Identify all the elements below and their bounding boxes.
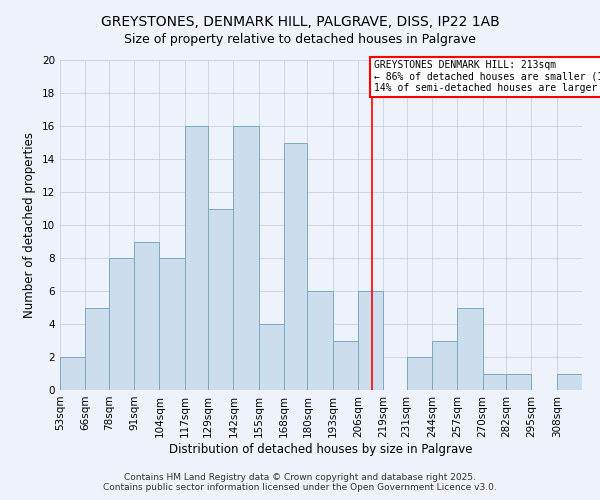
Bar xyxy=(358,291,383,390)
Bar xyxy=(557,374,582,390)
Bar xyxy=(506,374,532,390)
Text: GREYSTONES DENMARK HILL: 213sqm
← 86% of detached houses are smaller (105)
14% o: GREYSTONES DENMARK HILL: 213sqm ← 86% of… xyxy=(374,60,600,93)
Text: Contains HM Land Registry data © Crown copyright and database right 2025.
Contai: Contains HM Land Registry data © Crown c… xyxy=(103,473,497,492)
Bar xyxy=(407,357,432,390)
Bar xyxy=(60,357,85,390)
Bar xyxy=(160,258,185,390)
Bar xyxy=(134,242,160,390)
X-axis label: Distribution of detached houses by size in Palgrave: Distribution of detached houses by size … xyxy=(169,442,473,456)
Bar xyxy=(332,340,358,390)
Bar xyxy=(185,126,208,390)
Bar xyxy=(233,126,259,390)
Bar xyxy=(109,258,134,390)
Bar xyxy=(208,208,233,390)
Bar xyxy=(457,308,482,390)
Bar xyxy=(284,142,307,390)
Bar xyxy=(432,340,457,390)
Bar xyxy=(259,324,284,390)
Bar xyxy=(482,374,506,390)
Bar xyxy=(307,291,332,390)
Text: Size of property relative to detached houses in Palgrave: Size of property relative to detached ho… xyxy=(124,32,476,46)
Bar xyxy=(85,308,109,390)
Y-axis label: Number of detached properties: Number of detached properties xyxy=(23,132,37,318)
Text: GREYSTONES, DENMARK HILL, PALGRAVE, DISS, IP22 1AB: GREYSTONES, DENMARK HILL, PALGRAVE, DISS… xyxy=(101,15,499,29)
